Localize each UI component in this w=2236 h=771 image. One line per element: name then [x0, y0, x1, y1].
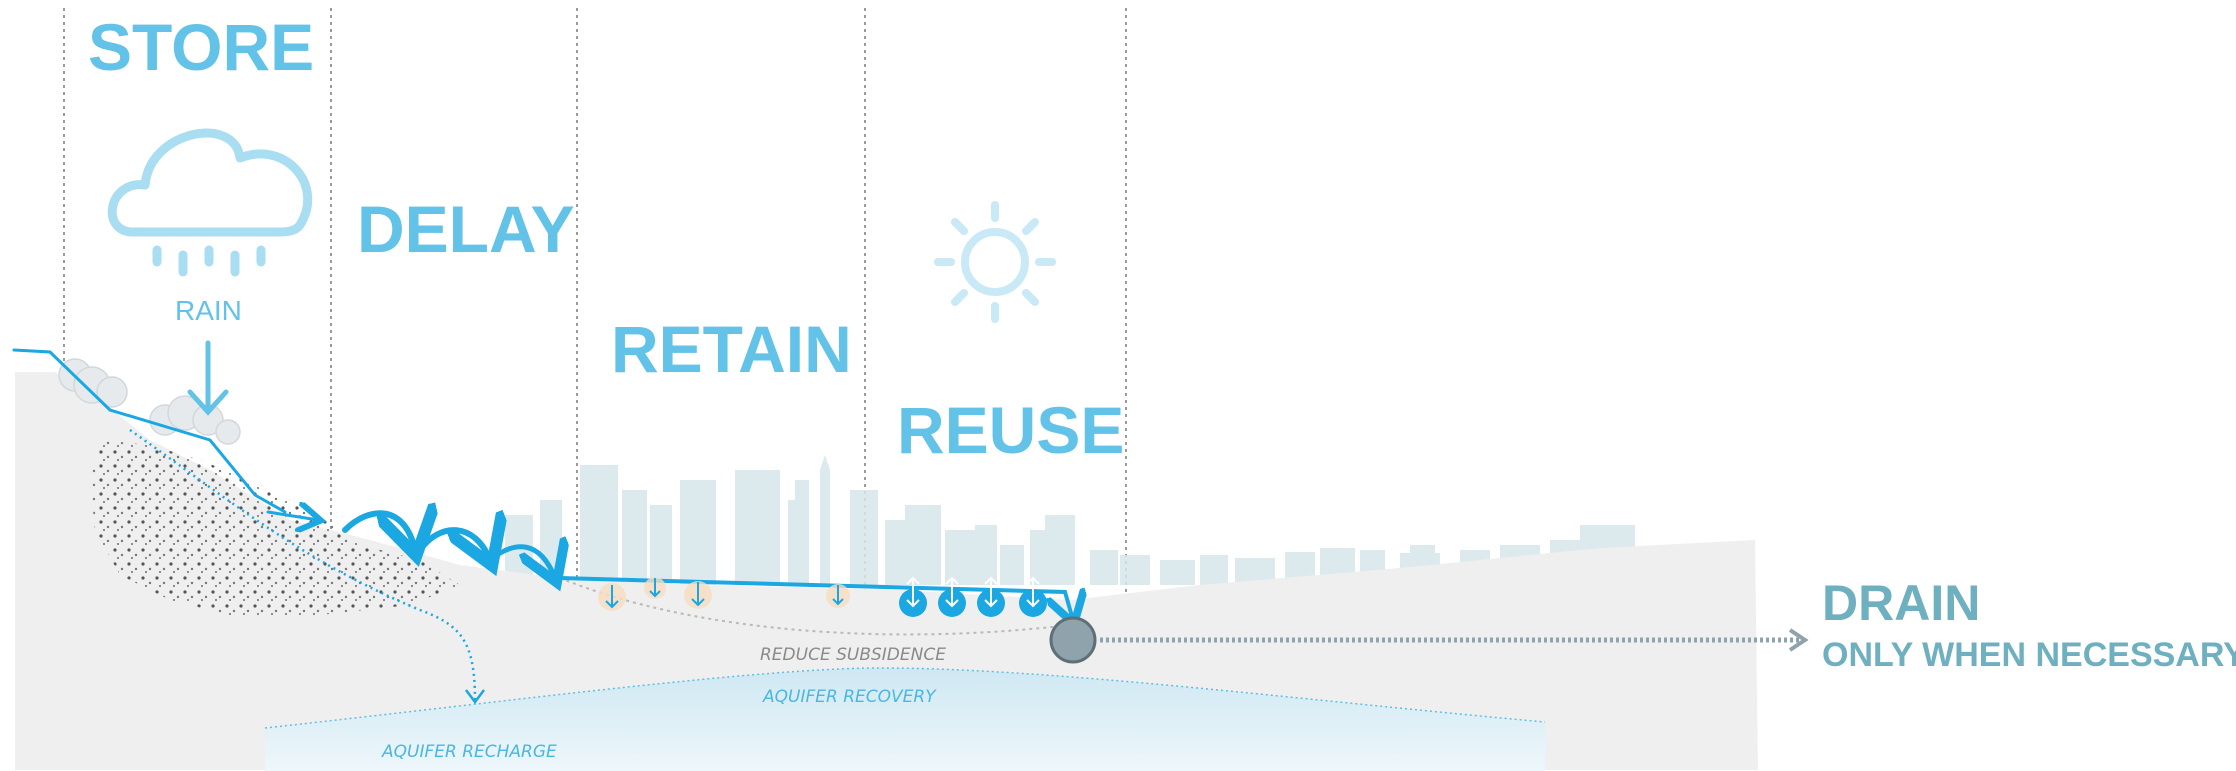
- reuse-wells: [899, 576, 1047, 617]
- drain-pipe-icon: [1049, 616, 1097, 664]
- drain-subheading: ONLY WHEN NECESSARY: [1822, 636, 2236, 674]
- rain-cloud-icon: [107, 128, 313, 277]
- reuse-heading: REUSE: [897, 393, 1124, 467]
- reuse-well: [977, 576, 1005, 617]
- reduce-subsidence-label: REDUCE SUBSIDENCE: [760, 645, 946, 665]
- aquifer: [265, 668, 1545, 771]
- retention-basins: [598, 577, 850, 611]
- rain-label: RAIN: [175, 295, 242, 326]
- drain-heading: DRAIN: [1822, 575, 1980, 631]
- reuse-well: [1019, 576, 1047, 617]
- retention-basin: [598, 583, 626, 611]
- down-arrow-icon: [187, 340, 229, 416]
- infiltration-arrowhead: [465, 689, 485, 705]
- delay-heading: DELAY: [357, 192, 575, 266]
- drain-arrowhead: [1788, 628, 1809, 652]
- retention-basin: [644, 577, 666, 599]
- sun-icon: [934, 201, 1056, 323]
- retention-basin: [826, 584, 850, 608]
- infiltration-flow: [129, 428, 477, 701]
- ground: [15, 372, 1758, 770]
- gravel-soil: [90, 440, 460, 615]
- runoff-flow: [12, 348, 1073, 620]
- reuse-well: [938, 576, 966, 617]
- store-heading: STORE: [88, 10, 314, 84]
- retention-basin: [684, 581, 712, 609]
- reuse-well: [899, 576, 927, 617]
- retain-heading: RETAIN: [611, 312, 852, 386]
- stage-dividers: [63, 8, 1127, 600]
- aquifer-recovery-label: AQUIFER RECOVERY: [762, 687, 937, 707]
- aquifer-recharge-label: AQUIFER RECHARGE: [381, 742, 557, 762]
